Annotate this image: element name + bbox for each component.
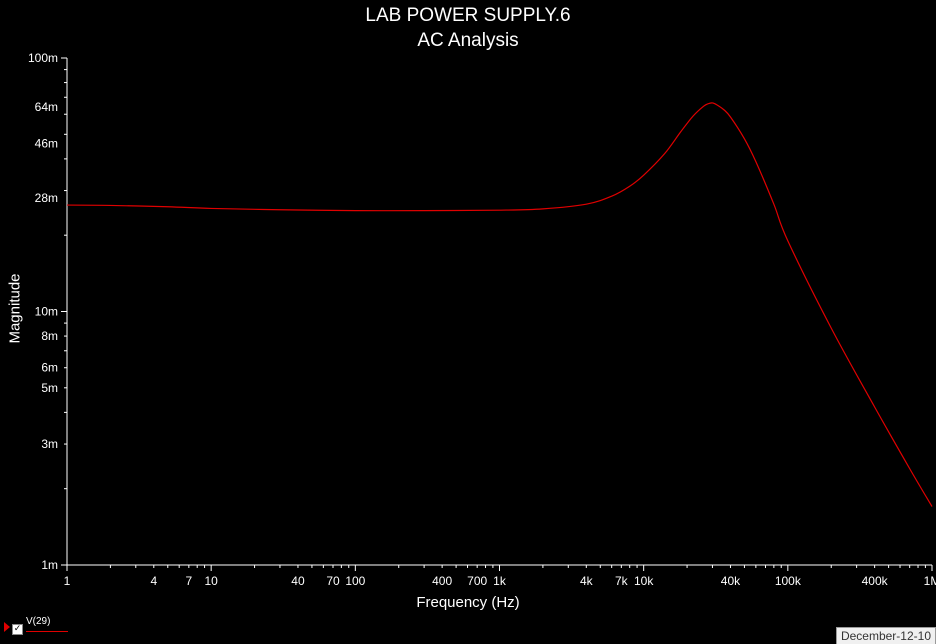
series-line-v29	[66, 102, 933, 507]
x-tick-label: 7	[185, 574, 192, 588]
x-tick-label: 40	[291, 574, 305, 588]
date-badge: December-12-10	[835, 627, 936, 644]
x-tick-label: 400	[432, 574, 452, 588]
legend-pointer-icon	[4, 622, 10, 632]
y-tick-label: 64m	[35, 100, 58, 114]
legend[interactable]: ✓ V(29)	[4, 616, 74, 638]
x-tick-label: 40k	[721, 574, 741, 588]
x-tick-label: 70	[326, 574, 340, 588]
x-axis-label: Frequency (Hz)	[416, 594, 520, 611]
y-axis-label: Magnitude	[6, 273, 24, 344]
y-tick-label: 10m	[35, 305, 58, 319]
x-tick-label: 400k	[862, 574, 889, 588]
y-tick-label: 100m	[28, 51, 58, 65]
chart-subtitle: AC Analysis	[417, 30, 519, 51]
y-tick-label: 28m	[35, 191, 58, 205]
y-tick-label: 8m	[41, 329, 58, 343]
x-tick-label: 1k	[493, 574, 507, 588]
y-tick-label: 46m	[35, 136, 58, 150]
y-tick-label: 3m	[41, 437, 58, 451]
y-tick-label: 5m	[41, 381, 58, 395]
chart-title: LAB POWER SUPPLY.6	[365, 5, 571, 26]
x-tick-label: 100	[345, 574, 365, 588]
x-tick-label: 4	[150, 574, 157, 588]
x-tick-label: 1	[64, 574, 71, 588]
legend-checkbox-icon[interactable]: ✓	[12, 624, 23, 635]
y-tick-label: 1m	[41, 558, 58, 572]
x-tick-label: 4k	[580, 574, 594, 588]
x-tick-label: 10	[204, 574, 218, 588]
x-tick-label: 1M	[924, 574, 936, 588]
y-tick-label: 6m	[41, 361, 58, 375]
legend-series-label: V(29)	[26, 616, 51, 627]
x-tick-label: 100k	[775, 574, 802, 588]
x-tick-label: 7k	[615, 574, 629, 588]
x-tick-label: 10k	[634, 574, 654, 588]
legend-series-line	[26, 631, 68, 632]
x-tick-label: 700	[467, 574, 487, 588]
